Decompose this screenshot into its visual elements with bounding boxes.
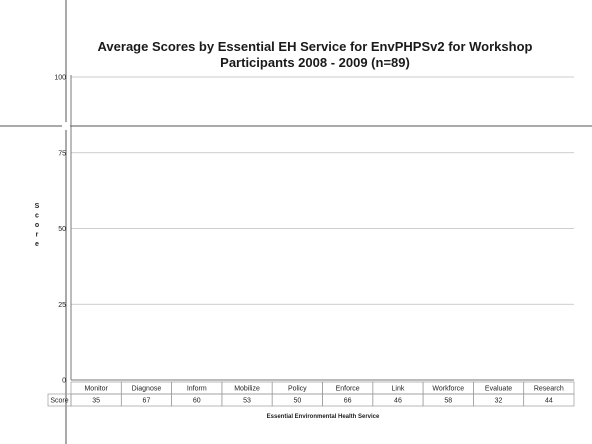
- category-label-evaluate: Evaluate: [485, 386, 512, 393]
- score-value-workforce: 58: [444, 398, 452, 405]
- score-value-mobilize: 53: [243, 398, 251, 405]
- y-axis-label-letter: r: [36, 232, 39, 239]
- category-label-workforce: Workforce: [432, 386, 464, 393]
- score-value-evaluate: 32: [495, 398, 503, 405]
- y-axis-label-letter: S: [35, 203, 40, 210]
- category-label-mobilize: Mobilize: [234, 386, 260, 393]
- score-value-policy: 50: [293, 398, 301, 405]
- y-axis-label-letter: e: [35, 241, 39, 248]
- chart-title-line-1: Average Scores by Essential EH Service f…: [98, 39, 533, 54]
- chart-title-line-2: Participants 2008 - 2009 (n=89): [220, 55, 410, 70]
- y-tick-label-50: 50: [58, 226, 66, 233]
- frame-glare: [62, 122, 70, 130]
- x-axis-label: Essential Environmental Health Service: [267, 414, 380, 420]
- table-value-cell: [523, 393, 575, 407]
- y-tick-label-25: 25: [58, 302, 66, 309]
- y-tick-label-75: 75: [58, 150, 66, 157]
- category-label-policy: Policy: [288, 386, 307, 393]
- data-table: Score Monitor 35 Diagnose 67 Inform 60 Mobilize…: [47, 381, 575, 407]
- score-value-enforce: 66: [344, 398, 352, 405]
- score-value-link: 46: [394, 398, 402, 405]
- y-axis-label-letter: c: [35, 213, 39, 220]
- y-tick-label-100: 100: [54, 75, 66, 82]
- y-axis-label: Score: [35, 203, 40, 248]
- category-label-enforce: Enforce: [336, 386, 360, 393]
- category-label-inform: Inform: [187, 386, 207, 393]
- y-axis-label-letter: o: [35, 222, 39, 229]
- score-value-monitor: 35: [92, 398, 100, 405]
- score-value-inform: 60: [193, 398, 201, 405]
- category-label-diagnose: Diagnose: [132, 386, 162, 393]
- score-value-research: 44: [545, 398, 553, 405]
- y-tick-labels: 0 25 50 75 100: [54, 75, 66, 385]
- category-label-research: Research: [534, 386, 564, 393]
- gridlines: [71, 76, 574, 305]
- table-row-label: Score: [50, 398, 68, 405]
- y-tick-label-0: 0: [62, 378, 66, 385]
- category-label-monitor: Monitor: [84, 386, 108, 393]
- score-value-diagnose: 67: [143, 398, 151, 405]
- axes: [70, 75, 574, 381]
- category-label-link: Link: [392, 386, 405, 393]
